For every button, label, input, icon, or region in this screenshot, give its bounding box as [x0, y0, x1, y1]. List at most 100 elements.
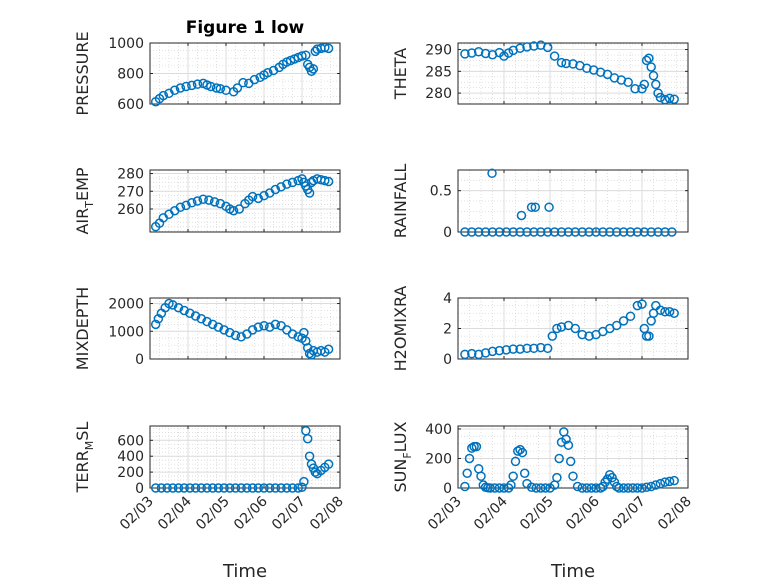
data-point: [198, 194, 208, 204]
data-point: [641, 482, 652, 493]
tick-marks: [149, 298, 341, 360]
data-point: [655, 305, 666, 315]
data-point: [473, 46, 484, 57]
axes-box: [149, 297, 341, 360]
data-point: [187, 80, 197, 91]
data-point: [561, 434, 571, 445]
data-point: [480, 48, 491, 59]
data-point: [485, 483, 495, 493]
data-point: [247, 325, 258, 335]
data-point: [605, 227, 615, 237]
data-point: [225, 483, 235, 493]
data-point: [508, 344, 518, 354]
data-point: [215, 198, 226, 209]
data-point: [196, 314, 207, 324]
data-point: [618, 227, 629, 237]
data-point: [584, 227, 594, 237]
data-point: [565, 456, 576, 467]
data-point: [236, 483, 246, 493]
data-point: [253, 483, 264, 493]
data-point: [232, 83, 243, 93]
y-tick-label: 270: [117, 184, 144, 200]
y-axis-label-text: AIR: [73, 208, 92, 235]
y-tick-label: 280: [425, 86, 452, 102]
data-point: [549, 227, 560, 237]
data-point: [480, 348, 491, 358]
data-point: [561, 58, 571, 69]
data-point: [515, 344, 525, 354]
data-point: [568, 471, 578, 481]
y-axis-label-text: EMP: [73, 167, 92, 201]
data-point: [618, 483, 629, 493]
tick-marks: [457, 297, 689, 360]
data-point: [282, 179, 292, 189]
minor-grid: [150, 426, 340, 489]
data-point: [503, 48, 514, 58]
y-tick-label: 260: [117, 202, 144, 218]
y-axis-label-text: THETA: [391, 48, 410, 100]
data-point: [263, 67, 273, 78]
data-point: [582, 63, 592, 74]
data-point: [655, 478, 666, 489]
y-tick-label: 0: [443, 481, 452, 497]
tick-marks: [149, 170, 341, 232]
y-axis-label-text: TERR: [73, 450, 92, 493]
data-point: [584, 331, 594, 341]
data-series: [150, 426, 334, 493]
data-point: [660, 227, 670, 237]
data-point: [460, 481, 470, 492]
data-point: [651, 79, 661, 90]
data-point: [625, 311, 636, 322]
data-point: [476, 471, 486, 481]
data-point: [669, 475, 679, 486]
data-point: [552, 323, 562, 334]
data-point: [655, 92, 666, 103]
data-point: [515, 227, 525, 237]
data-point: [196, 483, 207, 493]
data-point: [247, 483, 258, 493]
data-point: [270, 483, 281, 493]
data-point: [577, 329, 587, 340]
data-series: [150, 298, 334, 360]
y-axis-label: THETA: [391, 48, 410, 100]
data-point: [586, 483, 597, 493]
data-point: [526, 202, 537, 212]
data-point: [150, 483, 161, 493]
data-point: [570, 323, 581, 334]
x-axis-label: Time: [222, 561, 267, 582]
data-point: [480, 227, 491, 237]
data-point: [302, 433, 313, 444]
data-point: [306, 66, 317, 76]
data-point: [556, 227, 567, 237]
y-tick-label: 0.5: [430, 184, 452, 200]
y-axis-label: MIXDEPTH: [73, 287, 92, 370]
data-point: [540, 483, 551, 493]
y-axis-label: TERRMSL: [73, 422, 96, 494]
y-axis-label-subscript: F: [401, 452, 414, 458]
data-point: [646, 62, 656, 72]
data-point: [242, 483, 252, 493]
data-point: [547, 331, 558, 341]
y-tick-label: 0: [443, 225, 452, 241]
tick-marks: [149, 426, 341, 489]
data-point: [623, 483, 633, 493]
y-axis-label-subscript: T: [83, 201, 96, 209]
data-point: [207, 483, 218, 493]
data-point: [628, 483, 638, 493]
data-point: [494, 345, 505, 356]
data-point: [508, 227, 518, 237]
data-point: [522, 42, 532, 52]
data-point: [526, 482, 537, 493]
data-point: [490, 483, 500, 493]
data-point: [618, 316, 629, 326]
data-point: [302, 343, 313, 353]
data-point: [460, 49, 470, 59]
data-point: [536, 227, 546, 237]
data-point: [501, 227, 512, 237]
data-point: [247, 191, 258, 202]
y-axis-label-text: SUN: [391, 459, 410, 493]
axes-box: [457, 425, 689, 489]
data-point: [637, 483, 647, 493]
data-point: [515, 43, 525, 53]
y-axis-label-text: RAINFALL: [391, 164, 410, 239]
